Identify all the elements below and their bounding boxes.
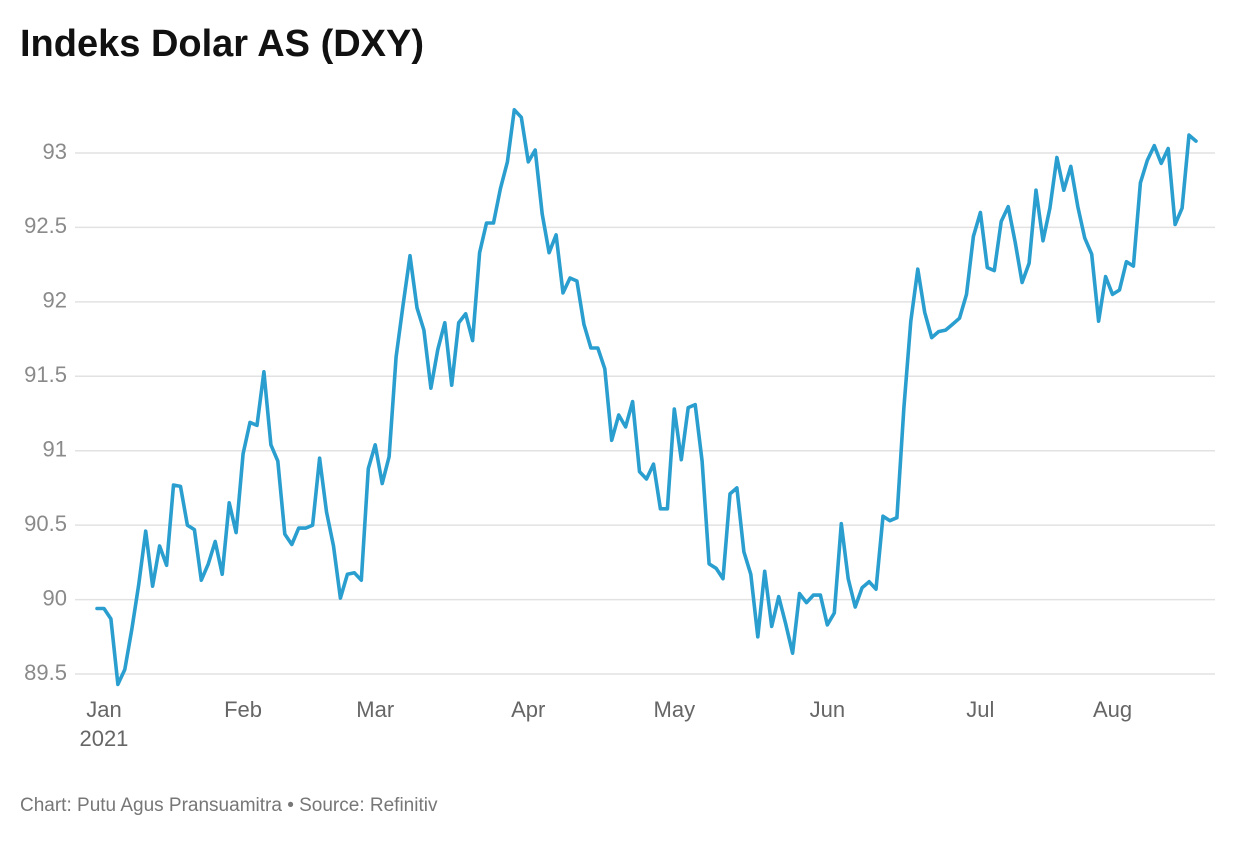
y-tick-label: 92 [43,288,67,313]
x-year-label: 2021 [79,726,128,751]
x-tick-label: Apr [511,697,545,722]
x-tick-label: May [654,697,696,722]
y-tick-label: 91.5 [24,362,67,387]
y-tick-label: 90 [43,585,67,610]
x-tick-label: Jun [810,697,845,722]
data-line [95,108,1198,687]
x-tick-label: Jul [966,697,994,722]
y-tick-label: 92.5 [24,213,67,238]
y-tick-label: 91 [43,437,67,462]
y-tick-label: 89.5 [24,660,67,685]
x-tick-label: Jan [86,697,121,722]
source-note: Chart: Putu Agus Pransuamitra • Source: … [20,795,438,816]
x-tick-label: Aug [1093,697,1132,722]
chart-title: Indeks Dolar AS (DXY) [20,23,424,65]
x-tick-label: Feb [224,697,262,722]
y-tick-label: 93 [43,139,67,164]
y-tick-label: 90.5 [24,511,67,536]
x-tick-label: Mar [356,697,394,722]
